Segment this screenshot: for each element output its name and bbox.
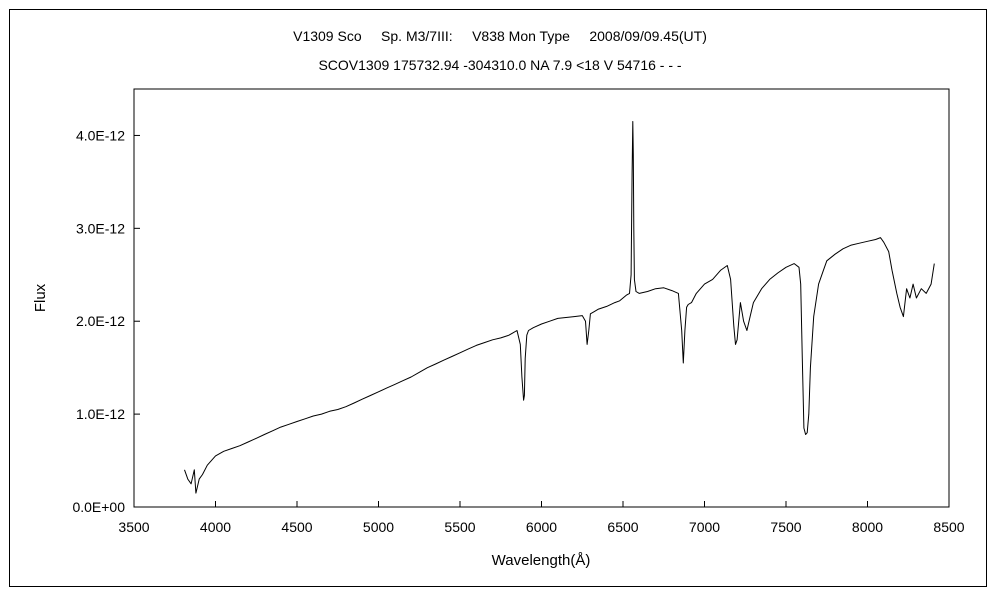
- x-tick-label: 4000: [200, 519, 231, 535]
- x-tick-label: 7000: [689, 519, 720, 535]
- x-tick-label: 7500: [770, 519, 801, 535]
- y-axis-label: Flux: [32, 283, 49, 312]
- chart-subtitle: SCOV1309 175732.94 -304310.0 NA 7.9 <18 …: [318, 57, 681, 73]
- x-tick-label: 6000: [526, 519, 557, 535]
- x-tick-label: 8000: [852, 519, 883, 535]
- y-tick-label: 4.0E-12: [76, 127, 125, 143]
- y-tick-label: 3.0E-12: [76, 220, 125, 236]
- chart-frame: [9, 9, 987, 587]
- y-axis: 0.0E+00 1.0E-12 2.0E-12 3.0E-12 4.0E-12: [72, 127, 140, 515]
- series-layer: [184, 121, 935, 494]
- x-tick-label: 8500: [933, 519, 964, 535]
- y-tick-label: 2.0E-12: [76, 313, 125, 329]
- x-tick-label: 5500: [444, 519, 475, 535]
- plot-area: [133, 88, 950, 508]
- x-axis-label: Wavelength(Å): [492, 552, 591, 569]
- x-tick-label: 4500: [281, 519, 312, 535]
- x-tick-label: 3500: [118, 519, 149, 535]
- x-tick-label: 5000: [363, 519, 394, 535]
- x-axis: 3500 4000 4500 5000 5500 6000 6500 7000 7500 8000…: [118, 501, 965, 535]
- spectrum-line: [184, 121, 935, 494]
- y-tick-label: 0.0E+00: [72, 499, 125, 515]
- chart-title: V1309 Sco Sp. M3/7III: V838 Mon Type 200…: [293, 28, 707, 44]
- y-tick-label: 1.0E-12: [76, 406, 125, 422]
- x-tick-label: 6500: [607, 519, 638, 535]
